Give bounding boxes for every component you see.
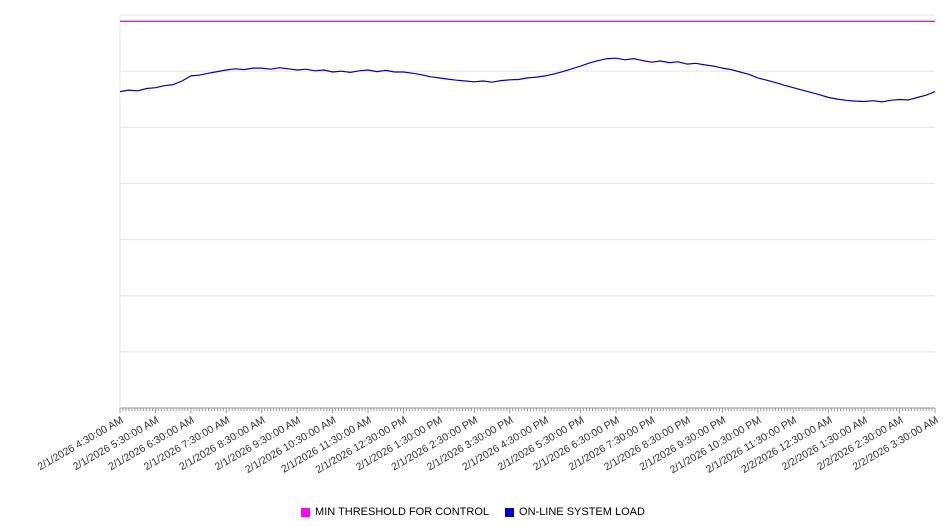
threshold-swatch-icon xyxy=(301,507,311,517)
legend-label-load: ON-LINE SYSTEM LOAD xyxy=(519,506,645,518)
load-swatch-icon xyxy=(505,507,515,517)
line-chart: 2/1/2026 4:30:00 AM2/1/2026 5:30:00 AM2/… xyxy=(36,14,941,476)
chart-legend: MIN THRESHOLD FOR CONTROL ON-LINE SYSTEM… xyxy=(0,506,946,518)
legend-label-threshold: MIN THRESHOLD FOR CONTROL xyxy=(315,506,490,518)
legend-item-threshold: MIN THRESHOLD FOR CONTROL xyxy=(301,506,489,518)
legend-item-load: ON-LINE SYSTEM LOAD xyxy=(505,506,645,518)
